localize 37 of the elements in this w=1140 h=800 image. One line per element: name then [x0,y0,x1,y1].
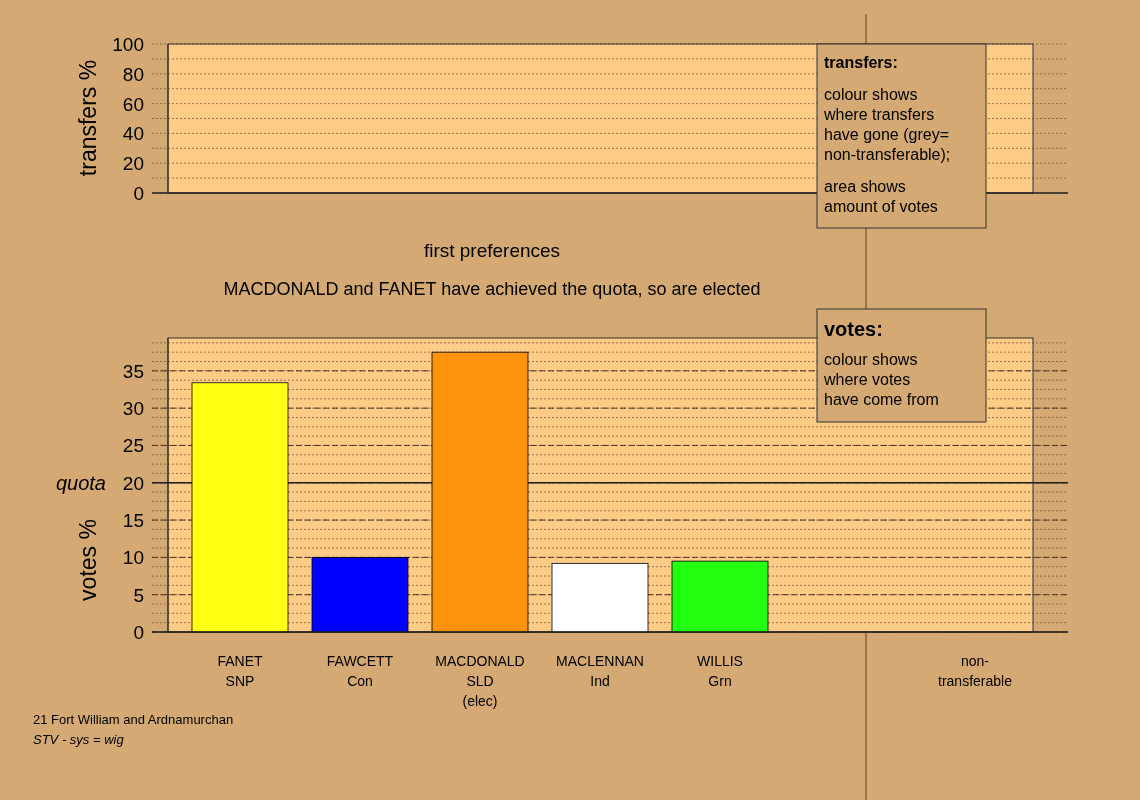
x-tick-label: FAWCETT Con [326,653,394,689]
annotation: colour shows where votes have come from [823,351,939,408]
x-tick-label: non- transferable [938,653,1013,689]
y-axis-title: votes % [75,519,101,601]
y-tick-label: 0 [133,183,144,204]
y-tick-label: 10 [122,547,144,569]
y-tick-label: 40 [122,123,144,145]
y-tick-label: 80 [122,63,144,85]
y-tick-label: 5 [133,584,144,606]
x-tick-label: WILLIS Grn [697,653,743,689]
x-tick-label: FANET SNP [217,653,263,689]
y-tick-label: 35 [122,360,144,382]
y-tick-label: 25 [122,435,144,457]
bar [191,382,289,633]
y-tick-label: 15 [122,510,144,532]
bar [671,560,769,633]
x-tick-label: MACDONALD SLD (elec) [435,653,525,709]
x-tick-label: MACLENNAN Ind [556,653,644,689]
y-axis-title: transfers % [75,59,101,177]
bar [551,562,649,633]
y-tick-label: 0 [133,622,144,643]
ref-line-label: quota [55,471,106,494]
bar [431,351,529,633]
bar [311,556,409,633]
y-tick-label: 100 [112,34,144,55]
annotation: area shows amount of votes [824,178,938,215]
chart-title: first preferences [423,240,561,261]
text: 21 Fort William and Ardnamurchan [33,712,234,727]
y-tick-label: 30 [122,398,144,420]
y-tick-label: 60 [122,93,144,115]
annotation: colour shows where transfers have gone (grey= non-transferable); [823,86,951,163]
y-tick-label: 20 [122,472,144,494]
chart-subtitle: MACDONALD and FANET have achieved the quota, so are elected [223,279,761,299]
text: STV - sys = wig [33,732,125,747]
annotation: votes: [824,318,883,340]
y-tick-label: 20 [122,153,144,175]
annotation: transfers: [824,54,898,71]
